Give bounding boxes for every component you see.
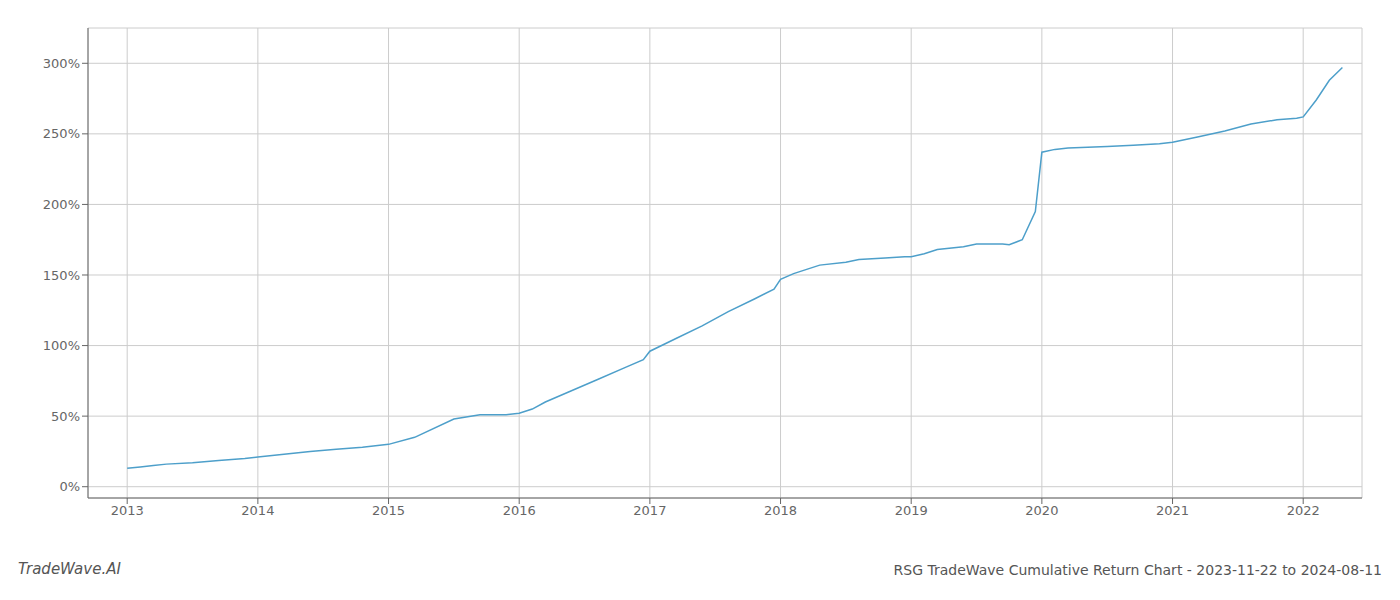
svg-text:2022: 2022	[1287, 503, 1320, 518]
svg-text:300%: 300%	[43, 56, 80, 71]
svg-text:200%: 200%	[43, 197, 80, 212]
svg-text:2021: 2021	[1156, 503, 1189, 518]
svg-text:100%: 100%	[43, 338, 80, 353]
svg-text:150%: 150%	[43, 268, 80, 283]
svg-text:2013: 2013	[111, 503, 144, 518]
svg-text:2017: 2017	[633, 503, 666, 518]
svg-text:50%: 50%	[51, 409, 80, 424]
svg-text:2016: 2016	[503, 503, 536, 518]
svg-text:2019: 2019	[895, 503, 928, 518]
html-text:RSG TradeWave Cumulative Retur: RSG TradeWave Cumulative Return Chart - …	[893, 562, 1382, 578]
svg-text:2015: 2015	[372, 503, 405, 518]
svg-text:0%: 0%	[59, 479, 80, 494]
svg-text:2018: 2018	[764, 503, 797, 518]
svg-text:2020: 2020	[1025, 503, 1058, 518]
svg-text:2014: 2014	[241, 503, 274, 518]
html-text:TradeWave.AI: TradeWave.AI	[18, 560, 121, 578]
svg-text:250%: 250%	[43, 126, 80, 141]
